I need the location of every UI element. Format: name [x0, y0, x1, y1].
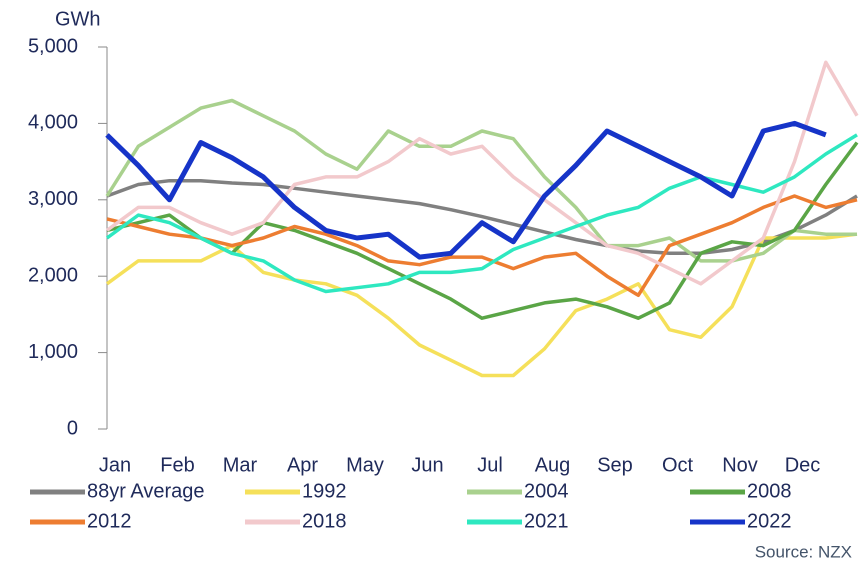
x-tick-label: Feb — [160, 454, 194, 476]
series-line — [105, 120, 827, 260]
x-tick-label: Jul — [477, 454, 503, 476]
series-line — [106, 178, 858, 256]
x-tick-label: Oct — [662, 454, 694, 476]
legend-label: 1992 — [302, 480, 347, 502]
x-tick-label: Apr — [287, 454, 318, 476]
y-tick-label: 2,000 — [28, 264, 78, 286]
y-tick-label: 0 — [67, 417, 78, 439]
x-tick-label: Mar — [223, 454, 258, 476]
series-line — [105, 60, 859, 286]
x-tick-label: May — [346, 454, 384, 476]
x-tick-label: Aug — [535, 454, 571, 476]
legend-label: 2012 — [87, 510, 132, 532]
x-tick-label: Jan — [99, 454, 131, 476]
legend-label: 2008 — [747, 480, 792, 502]
series-line — [106, 194, 858, 298]
source-note: Source: NZX — [755, 542, 852, 561]
legend-label: 2004 — [524, 480, 569, 502]
y-tick-label: 1,000 — [28, 341, 78, 363]
x-tick-label: Nov — [722, 454, 758, 476]
legend-label: 2018 — [302, 510, 347, 532]
x-tick-label: Dec — [785, 454, 821, 476]
y-tick-label: 3,000 — [28, 188, 78, 210]
legend-label: 88yr Average — [87, 480, 205, 502]
series-line — [105, 133, 858, 294]
y-axis-label: GWh — [55, 8, 101, 30]
y-tick-label: 4,000 — [28, 112, 78, 134]
legend-label: 2022 — [747, 510, 792, 532]
x-tick-label: Jun — [411, 454, 443, 476]
legend-label: 2021 — [524, 510, 569, 532]
x-tick-label: Sep — [597, 454, 633, 476]
y-tick-label: 5,000 — [28, 35, 78, 57]
